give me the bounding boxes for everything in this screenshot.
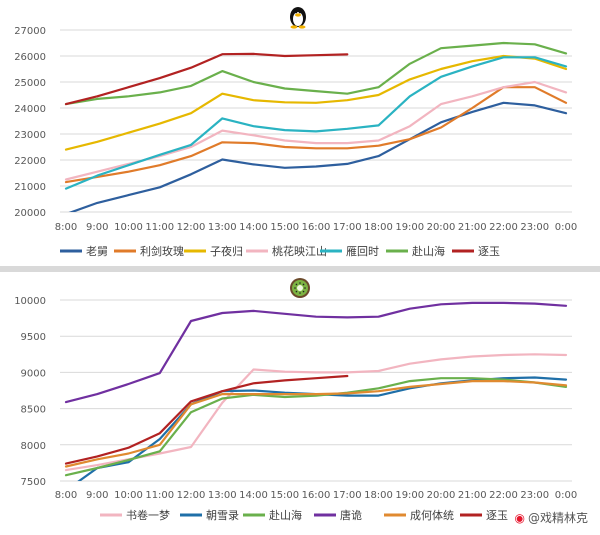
y-tick-label: 22000	[14, 156, 46, 167]
penguin-icon	[290, 7, 306, 29]
y-tick-label: 21000	[14, 182, 46, 193]
y-tick-label: 9500	[21, 332, 46, 343]
legend-label: 朝雪录	[206, 509, 239, 522]
x-tick-label: 17:00	[333, 222, 362, 233]
x-tick-label: 16:00	[302, 490, 331, 501]
x-tick-label: 18:00	[364, 490, 393, 501]
legend-label: 成何体统	[410, 508, 454, 522]
x-tick-label: 12:00	[177, 222, 206, 233]
x-tick-label: 20:00	[427, 490, 456, 501]
x-tick-label: 14:00	[239, 490, 268, 501]
y-tick-label: 8500	[21, 405, 46, 416]
series-line	[64, 377, 568, 477]
watermark: ◉ @戏精林克	[510, 508, 592, 527]
y-tick-label: 23000	[14, 130, 46, 141]
y-tick-label: 10000	[14, 296, 46, 307]
legend-label: 唐诡	[340, 508, 362, 522]
x-tick-label: 23:00	[520, 222, 549, 233]
kiwi-icon	[290, 278, 310, 298]
watermark-text: @戏精林克	[527, 511, 588, 525]
x-tick-label: 17:00	[333, 490, 362, 501]
legend-label: 书卷一梦	[126, 508, 170, 522]
legend: 老舅 利剑玫瑰 子夜归 桃花映江山 雁回时 赴山海 逐玉	[60, 244, 500, 258]
x-tick-label: 0:00	[555, 222, 577, 233]
y-tick-label: 7500	[21, 477, 46, 488]
legend-label: 逐玉	[486, 509, 508, 522]
x-tick-label: 14:00	[239, 222, 268, 233]
x-tick-label: 10:00	[114, 490, 143, 501]
chart-divider	[0, 266, 600, 272]
legend-label: 利剑玫瑰	[140, 244, 184, 258]
series-line	[64, 54, 568, 151]
legend-label: 逐玉	[478, 245, 500, 258]
x-tick-label: 11:00	[145, 222, 174, 233]
x-tick-label: 13:00	[208, 490, 237, 501]
x-tick-label: 15:00	[270, 222, 299, 233]
series-line	[64, 52, 349, 106]
x-tick-label: 12:00	[177, 490, 206, 501]
x-tick-label: 0:00	[555, 490, 577, 501]
legend-label: 赴山海	[269, 508, 302, 522]
x-tick-label: 22:00	[489, 222, 518, 233]
y-tick-label: 27000	[14, 26, 46, 37]
series-line	[64, 353, 568, 472]
x-tick-label: 11:00	[145, 490, 174, 501]
chart-bottom: 7500 8000 8500 9000 9500 10000 8:00 9:00 10:00 11…	[14, 278, 577, 522]
series-line	[64, 86, 568, 184]
x-tick-label: 16:00	[302, 222, 331, 233]
series-line	[68, 101, 568, 212]
series-line	[64, 41, 568, 106]
y-tick-label: 24000	[14, 104, 46, 115]
x-tick-label: 19:00	[395, 222, 424, 233]
y-tick-label: 9000	[21, 368, 46, 379]
x-tick-label: 19:00	[395, 490, 424, 501]
x-tick-label: 8:00	[55, 222, 77, 233]
legend: 书卷一梦 朝雪录 赴山海 唐诡 成何体统 逐玉	[100, 508, 508, 522]
x-tick-label: 22:00	[489, 490, 518, 501]
legend-label: 桃花映江山	[272, 244, 327, 258]
legend-label: 雁回时	[346, 245, 379, 258]
x-tick-label: 21:00	[458, 490, 487, 501]
x-tick-label: 21:00	[458, 222, 487, 233]
weibo-icon: ◉	[514, 511, 525, 525]
x-tick-label: 20:00	[427, 222, 456, 233]
x-tick-label: 18:00	[364, 222, 393, 233]
x-tick-label: 9:00	[86, 490, 108, 501]
x-tick-label: 9:00	[86, 222, 108, 233]
legend-label: 赴山海	[412, 244, 445, 258]
legend-label: 老舅	[86, 245, 108, 258]
legend-label: 子夜归	[210, 244, 243, 258]
series-line	[64, 374, 349, 465]
series-line	[64, 379, 568, 468]
chart-top: 20000 21000 22000 23000 24000 25000 26000 27000…	[14, 7, 577, 258]
y-tick-label: 8000	[21, 441, 46, 452]
y-tick-label: 20000	[14, 208, 46, 219]
series-line	[64, 301, 568, 404]
x-tick-label: 15:00	[270, 490, 299, 501]
x-tick-label: 23:00	[520, 490, 549, 501]
y-tick-label: 25000	[14, 78, 46, 89]
x-tick-label: 13:00	[208, 222, 237, 233]
y-tick-label: 26000	[14, 52, 46, 63]
x-tick-label: 10:00	[114, 222, 143, 233]
x-tick-label: 8:00	[55, 490, 77, 501]
series-line	[64, 56, 568, 190]
